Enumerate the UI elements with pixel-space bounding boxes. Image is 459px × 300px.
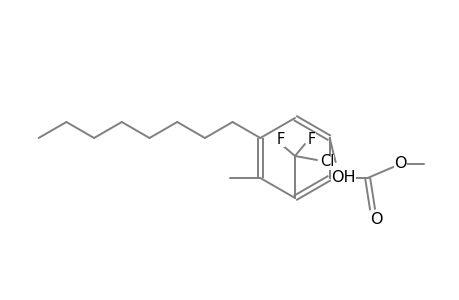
Text: OH: OH bbox=[330, 170, 355, 185]
Text: O: O bbox=[369, 212, 382, 227]
Text: O: O bbox=[393, 155, 406, 170]
Text: F: F bbox=[276, 131, 285, 146]
Text: Cl: Cl bbox=[319, 154, 333, 169]
Text: F: F bbox=[307, 131, 315, 146]
